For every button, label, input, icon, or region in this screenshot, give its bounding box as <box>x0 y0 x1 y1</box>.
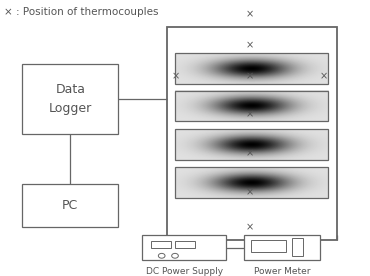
Bar <box>175 53 328 84</box>
Bar <box>175 129 328 160</box>
Bar <box>142 235 226 260</box>
Bar <box>244 235 320 260</box>
Text: ×: × <box>320 72 328 82</box>
Text: ×: × <box>246 187 254 197</box>
Bar <box>175 241 195 248</box>
Text: DC Power Supply: DC Power Supply <box>145 267 223 276</box>
Text: PC: PC <box>62 199 78 212</box>
Text: × : Position of thermocouples: × : Position of thermocouples <box>4 7 158 17</box>
Bar <box>175 168 328 198</box>
Text: Data
Logger: Data Logger <box>49 83 92 115</box>
Text: ×: × <box>246 110 254 120</box>
Bar <box>22 64 118 134</box>
Bar <box>292 238 303 256</box>
Bar <box>151 241 171 248</box>
Text: ×: × <box>246 222 254 232</box>
Bar <box>22 184 118 227</box>
Bar <box>175 91 328 121</box>
Text: Power Meter: Power Meter <box>254 267 310 276</box>
Text: ×: × <box>171 72 179 82</box>
Bar <box>166 27 337 240</box>
Text: ×: × <box>246 72 254 82</box>
Text: ×: × <box>246 10 254 20</box>
Text: ×: × <box>246 148 254 158</box>
Bar <box>251 240 286 251</box>
Text: ×: × <box>246 40 254 51</box>
